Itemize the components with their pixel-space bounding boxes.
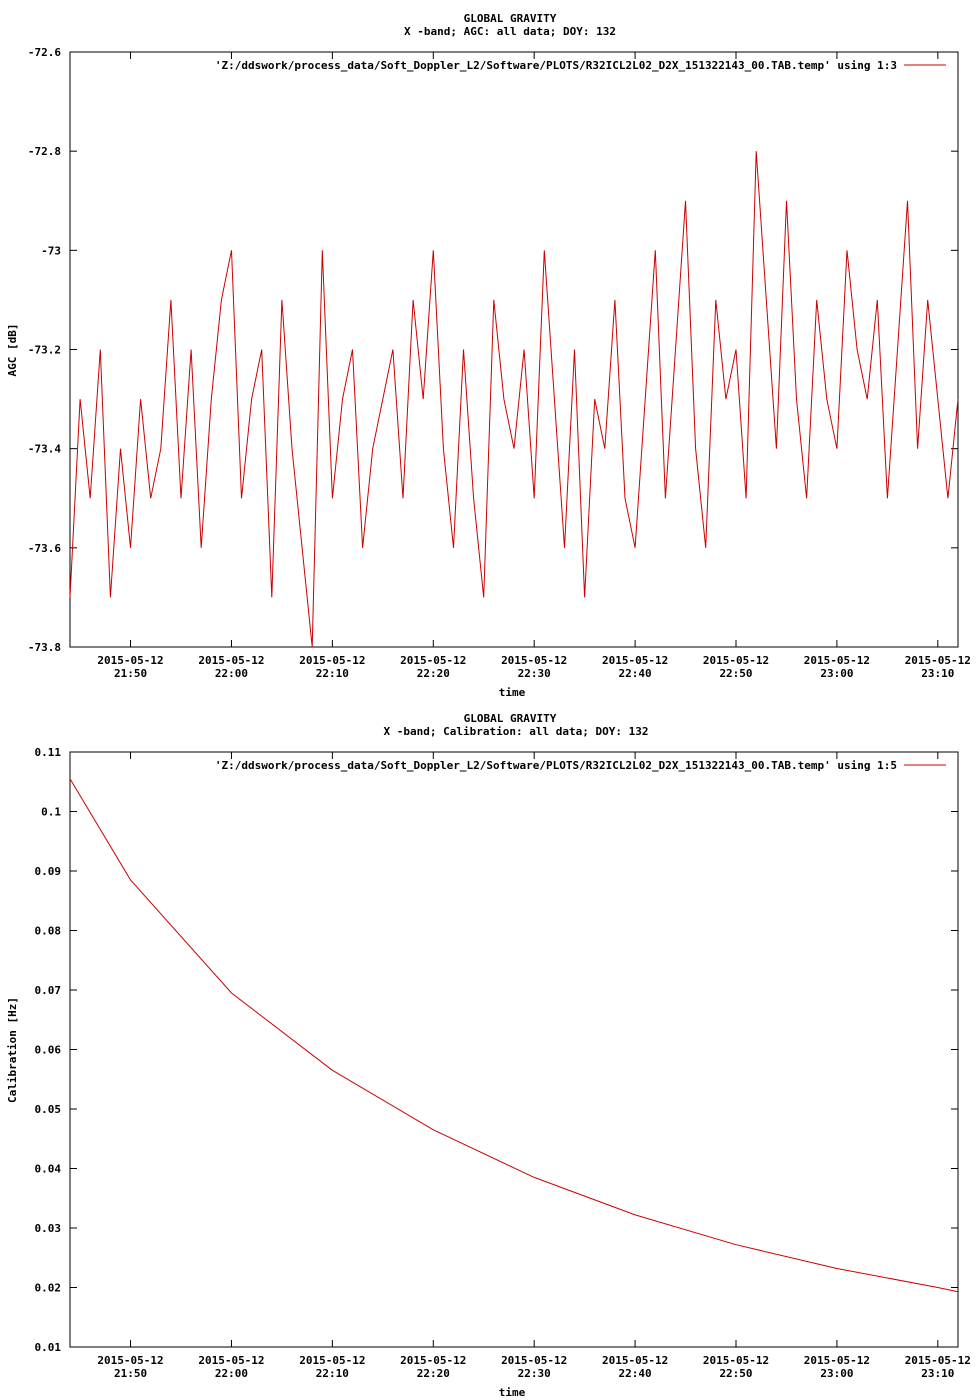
x-tick-date-label: 2015-05-12	[804, 654, 870, 667]
legend-label: 'Z:/ddswork/process_data/Soft_Doppler_L2…	[215, 759, 897, 772]
y-tick-label: 0.07	[35, 984, 62, 997]
x-tick-time-label: 22:10	[316, 667, 349, 680]
x-tick-time-label: 23:00	[820, 1367, 853, 1380]
y-tick-label: -73.2	[28, 344, 61, 357]
x-axis-label: time	[499, 1386, 526, 1399]
y-tick-label: 0.05	[35, 1103, 62, 1116]
x-tick-time-label: 23:10	[921, 667, 954, 680]
x-tick-date-label: 2015-05-12	[400, 1354, 466, 1367]
x-tick-time-label: 22:40	[619, 1367, 652, 1380]
y-tick-label: -73.4	[28, 443, 61, 456]
y-tick-label: -73.8	[28, 641, 61, 654]
x-tick-time-label: 22:50	[719, 1367, 752, 1380]
chart-subtitle: X -band; AGC: all data; DOY: 132	[404, 25, 616, 38]
chart-title: GLOBAL GRAVITY	[464, 712, 557, 725]
x-tick-time-label: 23:10	[921, 1367, 954, 1380]
x-tick-time-label: 22:30	[518, 1367, 551, 1380]
y-tick-label: 0.06	[35, 1044, 62, 1057]
x-tick-date-label: 2015-05-12	[299, 654, 365, 667]
calibration-chart: GLOBAL GRAVITY X -band; Calibration: all…	[6, 712, 971, 1399]
x-tick-date-label: 2015-05-12	[400, 654, 466, 667]
y-tick-label: -73.6	[28, 542, 61, 555]
x-tick-time-label: 22:10	[316, 1367, 349, 1380]
y-tick-label: 0.02	[35, 1282, 62, 1295]
plot-frame	[69, 51, 959, 648]
x-tick-time-label: 22:20	[417, 1367, 450, 1380]
series-line	[69, 151, 959, 648]
x-tick-date-label: 2015-05-12	[905, 654, 971, 667]
x-tick-date-label: 2015-05-12	[602, 1354, 668, 1367]
x-tick-time-label: 22:00	[215, 1367, 248, 1380]
x-tick-date-label: 2015-05-12	[198, 654, 264, 667]
legend-label: 'Z:/ddswork/process_data/Soft_Doppler_L2…	[215, 59, 897, 72]
y-tick-label: -73	[41, 244, 61, 257]
chart-subtitle: X -band; Calibration: all data; DOY: 132	[384, 725, 649, 738]
x-axis-label: time	[499, 686, 526, 699]
x-tick-time-label: 23:00	[820, 667, 853, 680]
agc-chart: GLOBAL GRAVITY X -band; AGC: all data; D…	[6, 12, 971, 699]
x-tick-time-label: 22:20	[417, 667, 450, 680]
chart-title: GLOBAL GRAVITY	[464, 12, 557, 25]
x-tick-time-label: 22:30	[518, 667, 551, 680]
x-tick-date-label: 2015-05-12	[97, 654, 163, 667]
y-tick-label: 0.08	[35, 925, 62, 938]
y-tick-label: -72.6	[28, 46, 61, 59]
y-tick-label: 0.09	[35, 865, 62, 878]
x-tick-date-label: 2015-05-12	[299, 1354, 365, 1367]
x-tick-date-label: 2015-05-12	[97, 1354, 163, 1367]
x-tick-date-label: 2015-05-12	[905, 1354, 971, 1367]
x-tick-time-label: 22:00	[215, 667, 248, 680]
x-tick-date-label: 2015-05-12	[501, 654, 567, 667]
y-tick-label: 0.01	[35, 1341, 62, 1354]
plot-frame	[69, 751, 959, 1348]
y-axis-label: Calibration [Hz]	[6, 997, 19, 1103]
x-tick-date-label: 2015-05-12	[602, 654, 668, 667]
x-tick-date-label: 2015-05-12	[703, 654, 769, 667]
x-tick-date-label: 2015-05-12	[501, 1354, 567, 1367]
y-tick-label: 0.1	[41, 806, 61, 819]
x-tick-time-label: 21:50	[114, 667, 147, 680]
y-tick-label: 0.03	[35, 1222, 62, 1235]
y-tick-label: 0.04	[35, 1163, 62, 1176]
y-tick-label: 0.11	[35, 746, 62, 759]
x-tick-time-label: 21:50	[114, 1367, 147, 1380]
y-tick-label: -72.8	[28, 145, 61, 158]
x-tick-date-label: 2015-05-12	[804, 1354, 870, 1367]
x-tick-date-label: 2015-05-12	[198, 1354, 264, 1367]
x-tick-date-label: 2015-05-12	[703, 1354, 769, 1367]
x-tick-time-label: 22:50	[719, 667, 752, 680]
y-axis-label: AGC [dB]	[6, 324, 19, 377]
series-line	[69, 778, 959, 1293]
x-tick-time-label: 22:40	[619, 667, 652, 680]
